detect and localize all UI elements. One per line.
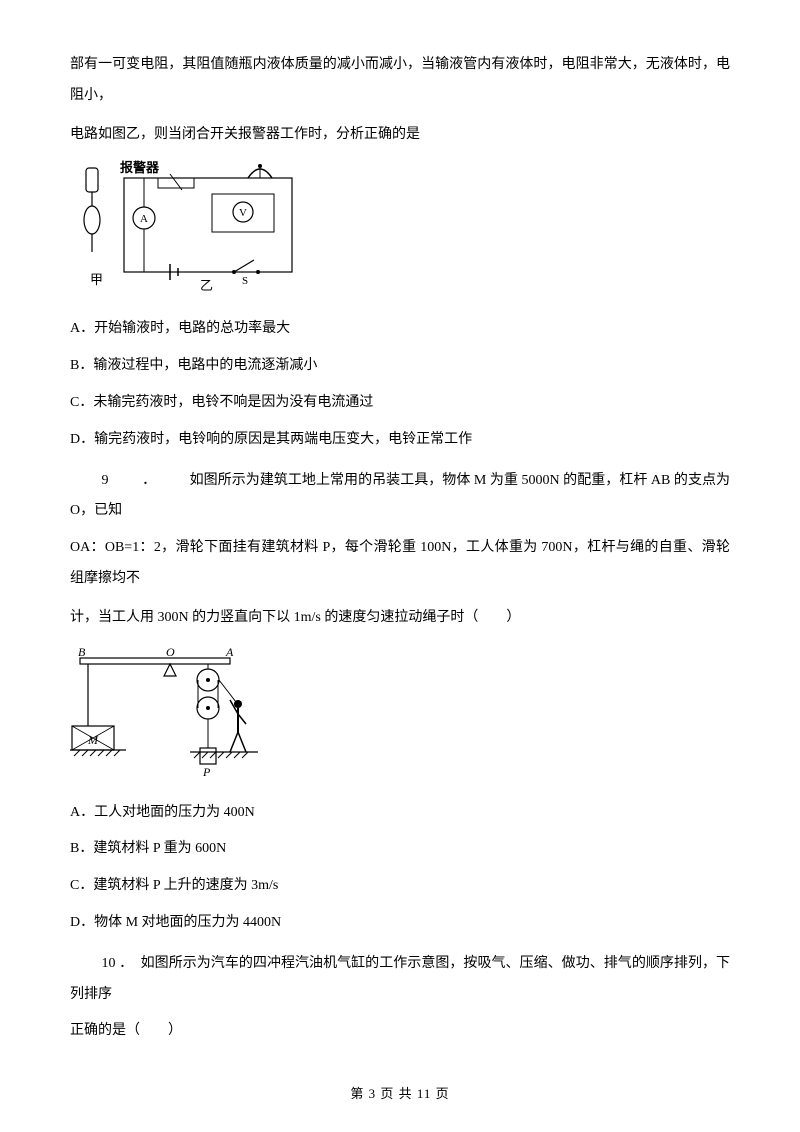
label-a: A — [140, 213, 148, 225]
q9-dot: ． — [142, 466, 156, 497]
q9-option-c: C．建筑材料 P 上升的速度为 3m/s — [70, 871, 730, 902]
label-p: P — [202, 765, 211, 779]
q8-figure: 甲 报警器 V A S 乙 — [70, 160, 730, 300]
q9-num: 9 — [102, 466, 109, 497]
page-footer: 第 3 页 共 11 页 — [0, 1083, 800, 1102]
q8-option-d: D．输完药液时，电铃响的原因是其两端电压变大，电铃正常工作 — [70, 425, 730, 456]
q10-text2: 正确的是（ ） — [70, 1016, 730, 1047]
q9-figure: B O A M — [70, 644, 730, 784]
q10-dot: ． — [119, 949, 137, 980]
label-b: B — [78, 645, 86, 659]
q9-option-a: A．工人对地面的压力为 400N — [70, 798, 730, 829]
q9-text3: 计，当工人用 300N 的力竖直向下以 1m/s 的速度匀速拉动绳子时（ ） — [70, 603, 730, 634]
q9-lead: 9 ． 如图所示为建筑工地上常用的吊装工具，物体 M 为重 5000N 的配重，… — [70, 466, 730, 528]
q10-num: 10 — [102, 956, 116, 971]
q9-option-b: B．建筑材料 P 重为 600N — [70, 834, 730, 865]
label-a2: A — [225, 645, 234, 659]
label-o: O — [166, 645, 175, 659]
q9-text1: 如图所示为建筑工地上常用的吊装工具，物体 M 为重 5000N 的配重，杠杆 A… — [70, 473, 730, 519]
q8-tail-line2: 电路如图乙，则当闭合开关报警器工作时，分析正确的是 — [70, 120, 730, 151]
label-m: M — [87, 733, 99, 747]
q9-option-d: D．物体 M 对地面的压力为 4400N — [70, 908, 730, 939]
label-s: S — [242, 275, 248, 287]
q10-lead: 10 ． 如图所示为汽车的四冲程汽油机气缸的工作示意图，按吸气、压缩、做功、排气… — [70, 949, 730, 1011]
q9-text2: OA：OB=1：2，滑轮下面挂有建筑材料 P，每个滑轮重 100N，工人体重为 … — [70, 533, 730, 595]
q8-option-b: B．输液过程中，电路中的电流逐渐减小 — [70, 351, 730, 382]
label-v: V — [239, 207, 247, 219]
label-yi: 乙 — [200, 278, 213, 293]
label-alarm: 报警器 — [120, 160, 160, 175]
label-jia: 甲 — [90, 272, 103, 287]
q8-tail-line1: 部有一可变电阻，其阻值随瓶内液体质量的减小而减小，当输液管内有液体时，电阻非常大… — [70, 50, 730, 112]
q8-option-c: C．未输完药液时，电铃不响是因为没有电流通过 — [70, 388, 730, 419]
q10-text1: 如图所示为汽车的四冲程汽油机气缸的工作示意图，按吸气、压缩、做功、排气的顺序排列… — [70, 956, 730, 1002]
q8-option-a: A．开始输液时，电路的总功率最大 — [70, 314, 730, 345]
